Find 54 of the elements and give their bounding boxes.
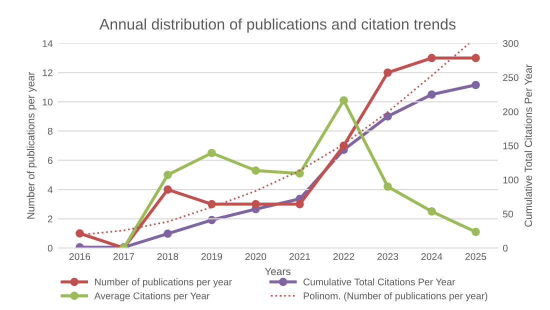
x-tick-label: 2025 — [465, 253, 486, 260]
point — [164, 185, 172, 194]
point — [384, 112, 392, 121]
y-tick-label: 2 — [48, 216, 52, 222]
y2-axis-title: Cumulative Total Citations Per Year — [524, 64, 532, 227]
x-tick-label: 2021 — [289, 253, 310, 260]
point — [340, 142, 348, 150]
y-tick-label: 6 — [48, 157, 52, 164]
x-tick-label: 2020 — [245, 253, 266, 260]
x-tick-label: 2022 — [333, 253, 354, 260]
legend-label: Cumulative Total Citations Per Year — [304, 278, 456, 286]
point — [252, 166, 260, 175]
x-tick-label: 2016 — [69, 253, 90, 260]
legend-label: Polinom. (Number of publications per year) — [304, 292, 488, 302]
point — [428, 207, 436, 216]
point — [296, 169, 304, 178]
point — [384, 68, 392, 77]
point — [208, 200, 216, 208]
point — [340, 96, 348, 105]
y2-tick-label: 200 — [503, 108, 518, 116]
y2-tick-label: 250 — [503, 74, 518, 82]
point — [472, 228, 480, 236]
point — [384, 182, 392, 191]
y-tick-label: 8 — [48, 128, 52, 135]
point — [76, 229, 84, 238]
x-tick-label: 2023 — [377, 253, 398, 260]
y-tick-label: 0 — [48, 244, 53, 252]
point — [252, 200, 260, 208]
y2-tick-label: 0 — [502, 244, 508, 252]
y-tick-label: 4 — [48, 186, 53, 194]
point — [164, 170, 172, 180]
y-tick-label: 14 — [42, 40, 53, 47]
y2-tick-label: 50 — [503, 210, 514, 218]
point — [472, 80, 480, 90]
y2-tick-label: 100 — [503, 176, 518, 184]
x-axis-title: Years — [264, 268, 291, 276]
legend-label: Number of publications per year — [95, 278, 232, 288]
y2-tick-label: 300 — [502, 40, 518, 48]
y-axis-title: Number of publications per year — [26, 72, 37, 219]
point — [164, 230, 172, 238]
legend-label: Average Citations per Year — [94, 292, 210, 302]
y-tick-label: 10 — [42, 98, 53, 106]
y-tick-label: 12 — [42, 69, 52, 76]
chart-title: Annual distribution of publications and citation trends — [99, 18, 456, 33]
x-tick-label: 2018 — [157, 253, 178, 260]
point — [472, 54, 480, 62]
x-tick-label: 2017 — [113, 253, 134, 260]
x-tick-label: 2024 — [421, 253, 442, 260]
x-tick-label: 2019 — [201, 253, 222, 260]
y2-tick-label: 150 — [503, 142, 518, 150]
point — [296, 200, 304, 208]
point — [428, 54, 436, 62]
point — [208, 148, 216, 158]
point — [428, 90, 436, 99]
